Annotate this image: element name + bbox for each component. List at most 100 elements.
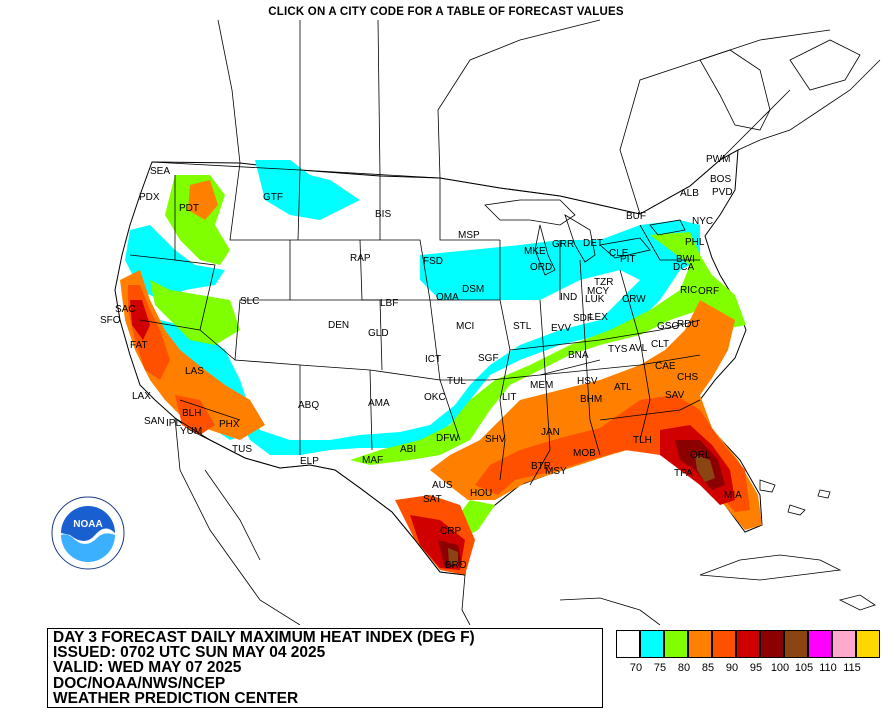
- city-code[interactable]: MSY: [545, 466, 567, 477]
- city-code[interactable]: ATL: [614, 382, 632, 393]
- city-code[interactable]: LIT: [502, 392, 516, 403]
- city-code[interactable]: PHL: [685, 237, 705, 248]
- city-code[interactable]: BTR: [531, 461, 551, 472]
- city-code[interactable]: JAN: [541, 427, 560, 438]
- city-code[interactable]: DFW: [436, 433, 459, 444]
- city-code[interactable]: ELP: [300, 456, 319, 467]
- city-code[interactable]: LAS: [185, 366, 204, 377]
- city-code[interactable]: BRO: [445, 560, 467, 571]
- city-code[interactable]: LBF: [380, 298, 398, 309]
- city-code[interactable]: IND: [560, 292, 577, 303]
- city-code[interactable]: RDU: [677, 319, 699, 330]
- city-code[interactable]: SEA: [150, 166, 170, 177]
- city-code[interactable]: BWI: [676, 254, 695, 265]
- title-line-issued: ISSUED: 0702 UTC SUN MAY 04 2025: [53, 644, 326, 662]
- legend-swatch: [664, 630, 688, 658]
- city-code[interactable]: ORL: [690, 450, 711, 461]
- city-code[interactable]: MIA: [724, 490, 742, 501]
- boundaries: [129, 19, 881, 625]
- city-code[interactable]: DCA: [673, 262, 694, 273]
- city-code[interactable]: CHS: [677, 372, 698, 383]
- legend-swatch: [688, 630, 712, 658]
- city-code[interactable]: SHV: [485, 434, 506, 445]
- city-code[interactable]: GLD: [368, 328, 389, 339]
- city-code[interactable]: DEN: [328, 320, 349, 331]
- city-code[interactable]: TPA: [674, 468, 693, 479]
- city-code[interactable]: BLH: [182, 408, 201, 419]
- city-code[interactable]: EVV: [551, 323, 571, 334]
- city-code[interactable]: MSP: [458, 230, 480, 241]
- city-code[interactable]: PHX: [219, 419, 240, 430]
- city-code[interactable]: ABQ: [298, 400, 319, 411]
- city-code[interactable]: TLH: [633, 435, 652, 446]
- city-code[interactable]: CAE: [655, 361, 676, 372]
- city-code[interactable]: FAT: [130, 340, 148, 351]
- city-code[interactable]: LAX: [132, 391, 151, 402]
- city-code[interactable]: PVD: [712, 187, 733, 198]
- band-105: [448, 455, 715, 565]
- city-code[interactable]: RIC: [680, 285, 697, 296]
- city-code[interactable]: MEM: [530, 380, 553, 391]
- city-code[interactable]: ALB: [680, 188, 699, 199]
- city-code[interactable]: GSO: [657, 321, 679, 332]
- city-code[interactable]: SFO: [100, 315, 121, 326]
- city-code[interactable]: HSV: [577, 376, 598, 387]
- city-code[interactable]: CRW: [622, 294, 646, 305]
- city-code[interactable]: AVL: [629, 343, 648, 354]
- city-code[interactable]: ORF: [698, 286, 719, 297]
- city-labels[interactable]: SEA PDX PDT GTF BIS MSP PWM BOS PVD ALB …: [100, 154, 742, 571]
- city-code[interactable]: BNA: [568, 350, 589, 361]
- city-code[interactable]: CLT: [651, 339, 669, 350]
- city-code[interactable]: OMA: [436, 292, 459, 303]
- city-code[interactable]: SAC: [115, 304, 136, 315]
- city-code[interactable]: PIT: [620, 254, 636, 265]
- city-code[interactable]: LEX: [589, 312, 608, 323]
- city-code[interactable]: CLE: [609, 248, 629, 259]
- legend-swatch: [712, 630, 736, 658]
- city-code[interactable]: SAN: [144, 416, 165, 427]
- heat-index-map: SEA PDX PDT GTF BIS MSP PWM BOS PVD ALB …: [100, 19, 881, 625]
- city-code[interactable]: SAV: [665, 390, 685, 401]
- city-code[interactable]: MCI: [456, 321, 474, 332]
- city-code[interactable]: PDT: [179, 203, 199, 214]
- city-code[interactable]: MCY: [587, 286, 610, 297]
- city-code[interactable]: MOB: [573, 448, 596, 459]
- city-code[interactable]: HOU: [470, 488, 492, 499]
- city-code[interactable]: DSM: [462, 284, 484, 295]
- title-line-center: WEATHER PREDICTION CENTER: [53, 689, 299, 707]
- city-code[interactable]: DET: [583, 238, 603, 249]
- city-code[interactable]: MKE: [524, 246, 546, 257]
- city-code[interactable]: LUK: [585, 294, 605, 305]
- city-code[interactable]: SLC: [240, 296, 259, 307]
- city-code[interactable]: ICT: [425, 354, 441, 365]
- city-code[interactable]: CRP: [440, 526, 461, 537]
- city-code[interactable]: IPL: [166, 418, 181, 429]
- city-code[interactable]: AUS: [432, 480, 453, 491]
- city-code[interactable]: TYS: [608, 344, 628, 355]
- city-code[interactable]: MAF: [362, 455, 383, 466]
- city-code[interactable]: GTF: [263, 192, 283, 203]
- city-code[interactable]: GRR: [552, 239, 574, 250]
- city-code[interactable]: BIS: [375, 209, 391, 220]
- city-code[interactable]: ORD: [530, 262, 552, 273]
- city-code[interactable]: ABI: [400, 444, 416, 455]
- city-code[interactable]: FSD: [423, 256, 443, 267]
- city-code[interactable]: PDX: [139, 192, 160, 203]
- city-code[interactable]: TUL: [447, 376, 466, 387]
- city-code[interactable]: BOS: [710, 174, 731, 185]
- title-line-agency: DOC/NOAA/NWS/NCEP: [53, 674, 226, 692]
- city-code[interactable]: NYC: [692, 216, 713, 227]
- city-code[interactable]: BHM: [580, 394, 602, 405]
- city-code[interactable]: OKC: [424, 392, 446, 403]
- city-code[interactable]: SDF: [573, 313, 593, 324]
- city-code[interactable]: SAT: [423, 494, 442, 505]
- city-code[interactable]: AMA: [368, 398, 390, 409]
- city-code[interactable]: PWM: [706, 154, 730, 165]
- city-code[interactable]: BUF: [626, 211, 646, 222]
- city-code[interactable]: TUS: [232, 444, 252, 455]
- city-code[interactable]: SGF: [478, 353, 499, 364]
- city-code[interactable]: YUM: [180, 426, 202, 437]
- city-code[interactable]: TZR: [594, 277, 613, 288]
- city-code[interactable]: STL: [513, 321, 532, 332]
- city-code[interactable]: RAP: [350, 253, 371, 264]
